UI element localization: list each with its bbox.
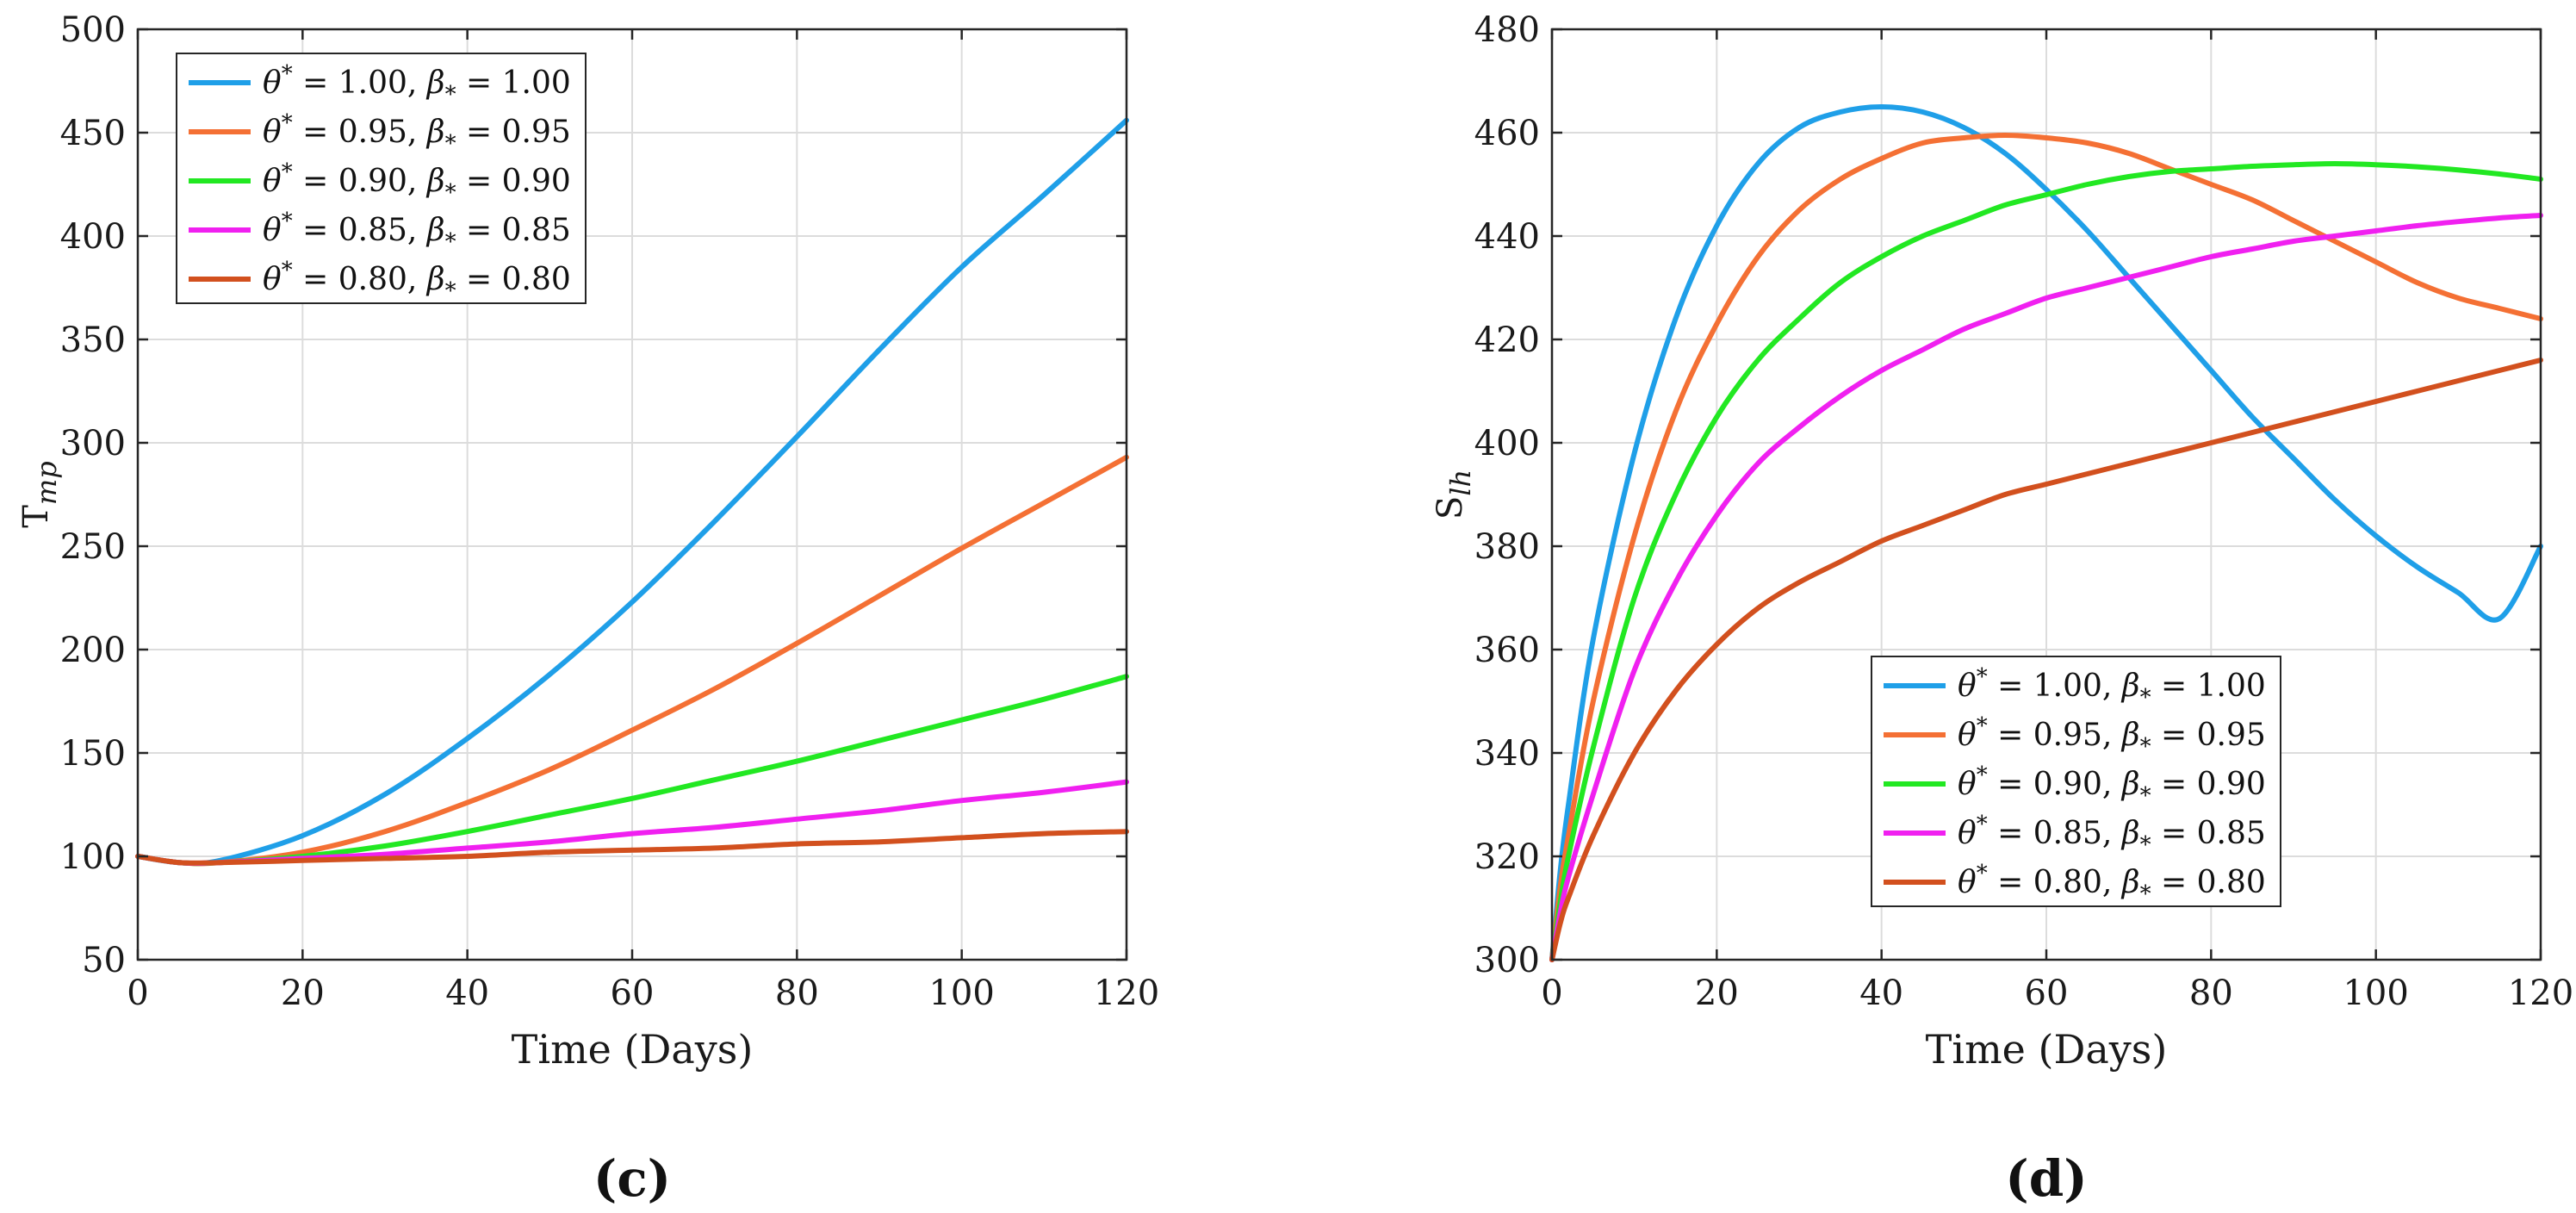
legend-entry-2: θ* = 0.95, β* = 0.95 — [1958, 713, 2266, 760]
panel-label: (c) — [593, 1149, 671, 1208]
y-tick-label: 300 — [60, 424, 126, 463]
y-tick-label: 50 — [82, 941, 126, 980]
x-axis-label: Time (Days) — [1926, 1026, 2168, 1073]
legend-entry-5: θ* = 0.80, β* = 0.80 — [1958, 861, 2266, 907]
series-line-1 — [135, 117, 1129, 867]
x-tick-label: 100 — [928, 974, 994, 1013]
series-line-5 — [1549, 358, 2543, 962]
x-tick-label: 80 — [775, 974, 819, 1013]
y-tick-label: 200 — [60, 631, 126, 670]
chart-panel-d: 0 20 40 60 80 100 120 300 320 340 360 380 400 420 440 4… — [1431, 10, 2573, 1208]
series-line-1 — [1549, 104, 2543, 962]
x-tick-label: 20 — [281, 974, 325, 1013]
panel-label: (d) — [2005, 1149, 2087, 1208]
legend-entry-1: θ* = 1.00, β* = 1.00 — [263, 61, 571, 108]
legend: θ* = 1.00, β* = 1.00θ* = 0.95, β* = 0.95… — [176, 53, 587, 304]
y-tick-label: 320 — [1474, 837, 1540, 877]
x-axis-label: Time (Days) — [512, 1026, 754, 1073]
x-tick-label: 120 — [1094, 974, 1159, 1013]
legend-entry-5: θ* = 0.80, β* = 0.80 — [263, 258, 571, 304]
series-line-5 — [135, 829, 1129, 866]
chart-panel-c: 0 20 40 60 80 100 120 50 100 150 200 250 300 350 400 45… — [16, 10, 1159, 1208]
y-tick-label: 100 — [60, 837, 126, 877]
y-tick-label: 450 — [60, 114, 126, 153]
y-tick-label: 420 — [1474, 320, 1540, 360]
y-tick-label: 480 — [1474, 10, 1540, 50]
x-tick-label: 120 — [2508, 974, 2573, 1013]
y-tick-label: 300 — [1474, 941, 1540, 980]
series-line-2 — [1549, 133, 2543, 962]
y-tick-label: 500 — [60, 10, 126, 50]
x-tick-label: 60 — [2025, 974, 2069, 1013]
legend-entry-3: θ* = 0.90, β* = 0.90 — [1958, 762, 2266, 809]
x-tick-label: 40 — [1859, 974, 1903, 1013]
y-tick-label: 350 — [60, 320, 126, 360]
x-tick-label: 20 — [1695, 974, 1739, 1013]
legend-entry-1: θ* = 1.00, β* = 1.00 — [1958, 664, 2266, 711]
x-tick-label: 40 — [445, 974, 489, 1013]
legend: θ* = 1.00, β* = 1.00θ* = 0.95, β* = 0.95… — [1871, 656, 2281, 907]
x-tick-label: 100 — [2343, 974, 2408, 1013]
y-tick-label: 150 — [60, 734, 126, 774]
series-line-4 — [1549, 213, 2543, 962]
y-axis-label: Slh — [1431, 470, 1477, 519]
y-tick-label: 340 — [1474, 734, 1540, 774]
x-tick-label: 0 — [127, 974, 148, 1013]
y-tick-label: 380 — [1474, 527, 1540, 567]
y-tick-label: 400 — [1474, 424, 1540, 463]
series-line-3 — [1549, 161, 2543, 962]
x-tick-label: 80 — [2189, 974, 2233, 1013]
y-tick-label: 250 — [60, 527, 126, 567]
y-tick-label: 360 — [1474, 631, 1540, 670]
y-tick-label: 460 — [1474, 114, 1540, 153]
x-tick-label: 60 — [611, 974, 655, 1013]
y-tick-label: 400 — [60, 217, 126, 257]
legend-entry-3: θ* = 0.90, β* = 0.90 — [263, 159, 571, 206]
y-axis-label: Tmp — [16, 461, 63, 528]
legend-entry-2: θ* = 0.95, β* = 0.95 — [263, 110, 571, 157]
y-tick-label: 440 — [1474, 217, 1540, 257]
x-tick-label: 0 — [1541, 974, 1562, 1013]
legend-entry-4: θ* = 0.85, β* = 0.85 — [263, 208, 571, 255]
legend-entry-4: θ* = 0.85, β* = 0.85 — [1958, 812, 2266, 858]
